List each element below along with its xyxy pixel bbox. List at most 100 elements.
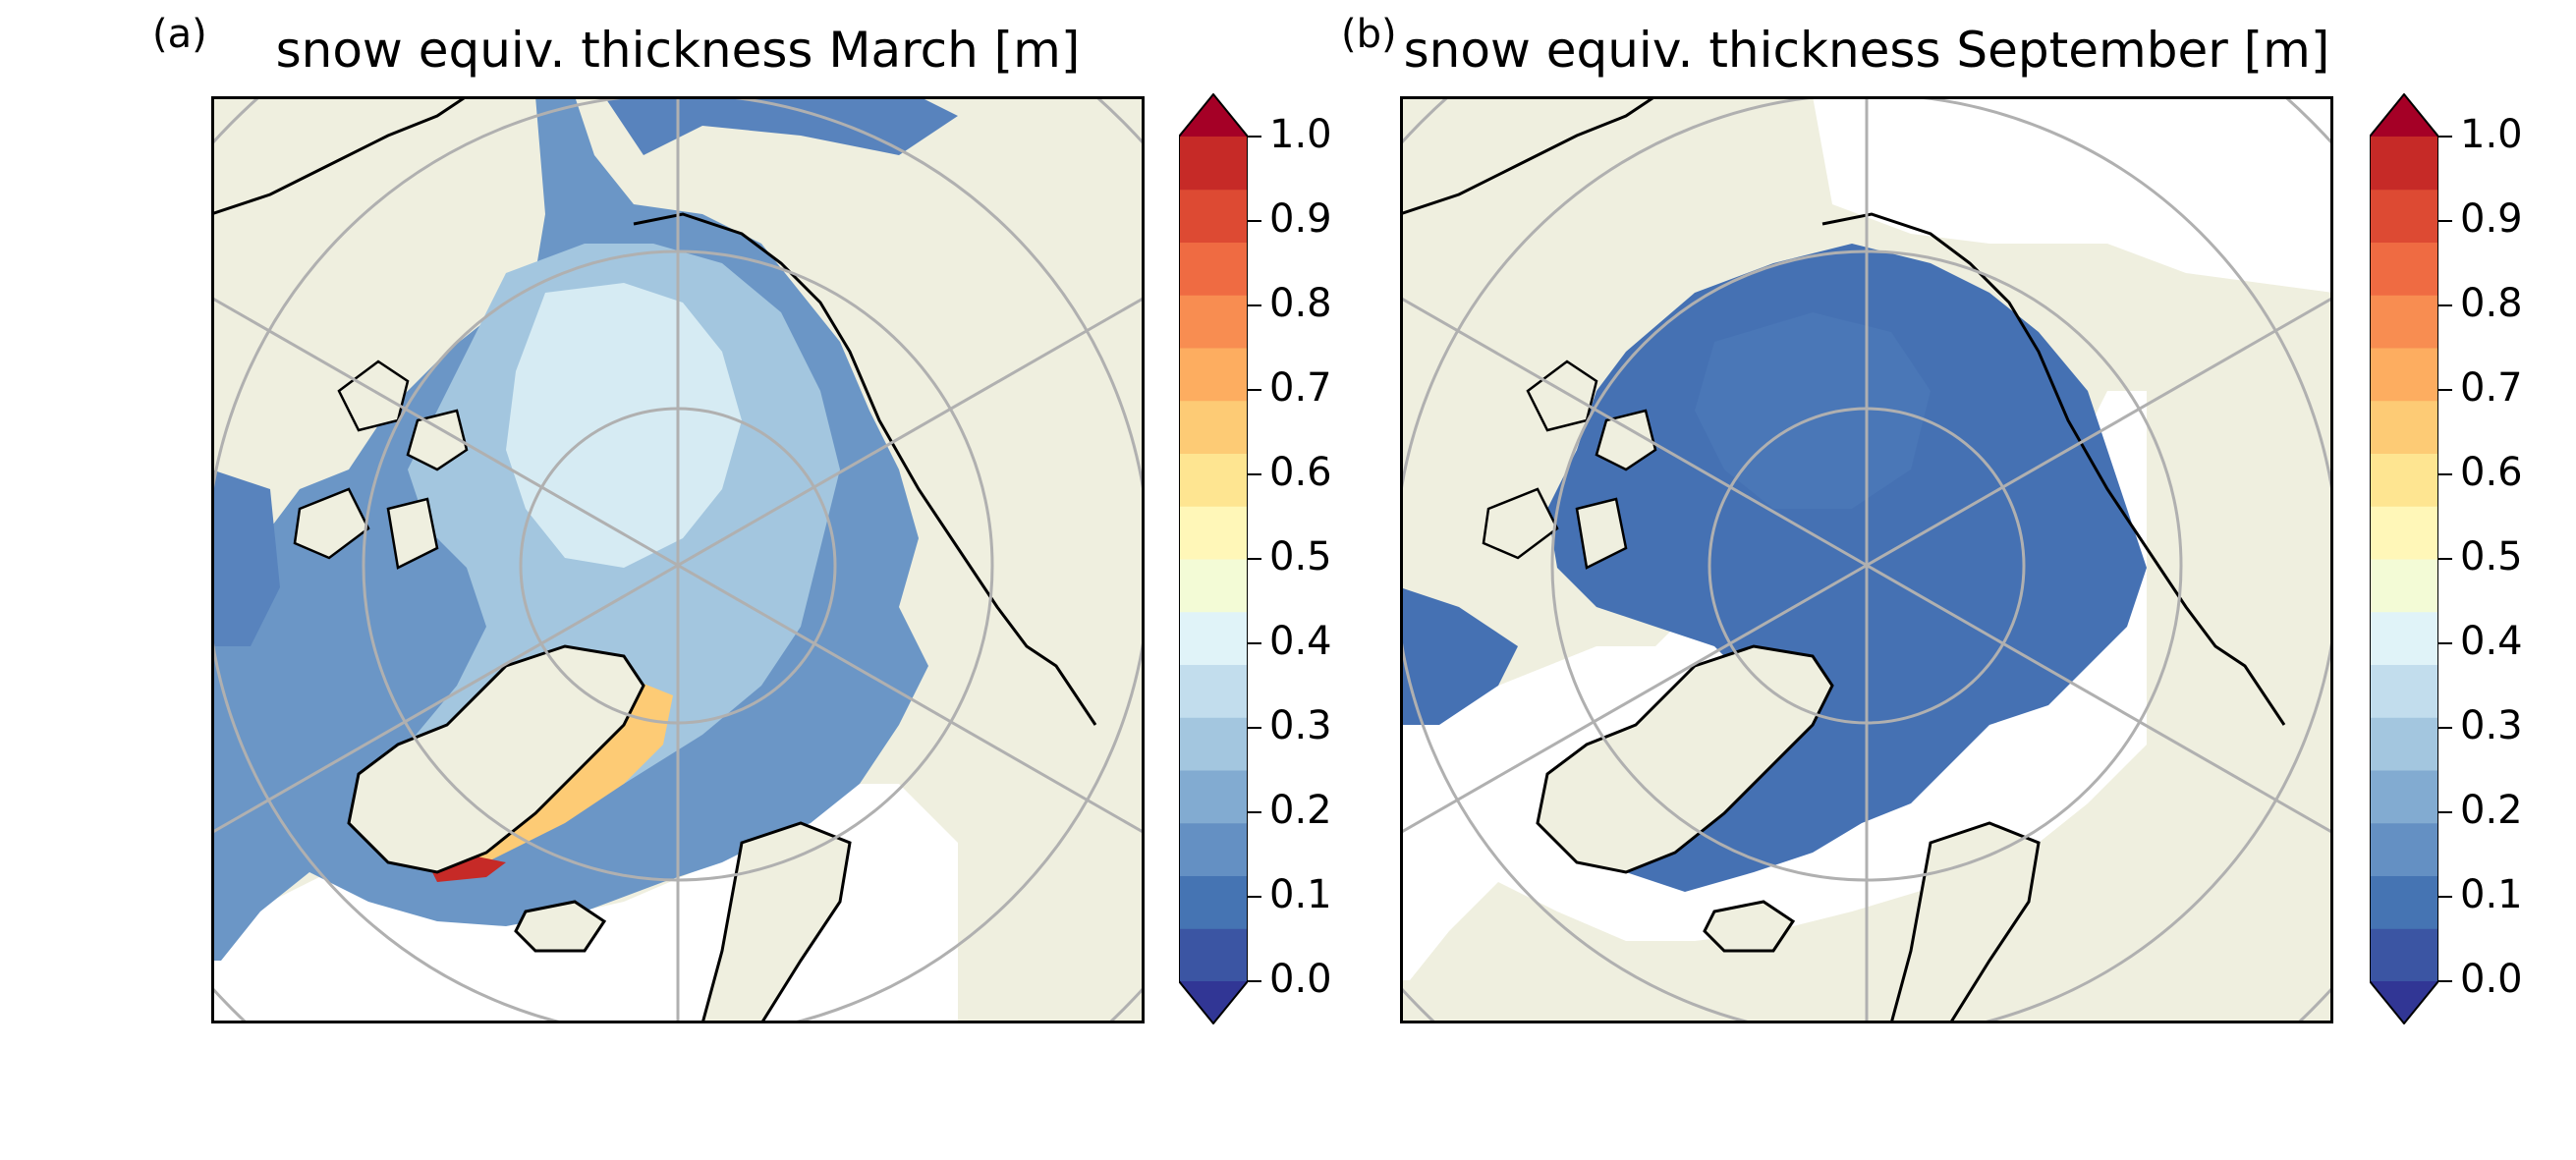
- colorbar-tick-mark: [2438, 220, 2452, 222]
- colorbar-tick-mark: [2438, 642, 2452, 644]
- graticule: [1400, 96, 2333, 1023]
- map-b: [1400, 96, 2333, 1023]
- colorbar-extend-min: [1179, 981, 1248, 1024]
- snow-field-inner: [506, 283, 742, 568]
- colorbar-band: [1179, 506, 1248, 560]
- colorbar-tick-mark: [2438, 980, 2452, 982]
- colorbar-tick-label: 0.6: [1269, 450, 1332, 495]
- colorbar-tick-mark: [1248, 727, 1261, 729]
- colorbar-band: [2370, 875, 2438, 929]
- open-ocean-top: [1813, 96, 2333, 293]
- colorbar-tick-mark: [2438, 727, 2452, 729]
- colorbar-tick-mark: [2438, 136, 2452, 138]
- colorbar-tick-label: 0.0: [2460, 957, 2523, 1002]
- colorbar-tick-mark: [2438, 389, 2452, 391]
- colorbar-tick-label: 0.7: [1269, 365, 1332, 411]
- colorbar-tick-mark: [2438, 896, 2452, 898]
- colorbar-band: [1179, 242, 1248, 296]
- archipelago-islands: [293, 359, 469, 570]
- greenland-landmass: [1536, 644, 1834, 874]
- panel-a-label: (a): [152, 12, 207, 57]
- alaska-coast: [1400, 96, 1656, 216]
- colorbar-band: [2370, 453, 2438, 507]
- colorbar-tick-mark: [1248, 811, 1261, 813]
- colorbar-tick-label: 0.1: [2460, 872, 2523, 917]
- greenland-landmass: [347, 644, 645, 874]
- colorbar-extend-max: [2370, 93, 2438, 137]
- colorbar-tick-label: 0.6: [2460, 450, 2523, 495]
- colorbar-band: [1179, 189, 1248, 243]
- colorbar-band: [2370, 928, 2438, 982]
- colorbar-tick-label: 0.9: [1269, 196, 1332, 242]
- colorbar-band: [2370, 664, 2438, 718]
- colorbar-tick-label: 0.1: [1269, 872, 1332, 917]
- snow-field-left: [211, 470, 280, 646]
- colorbar-tick-mark: [2438, 558, 2452, 560]
- archipelago-islands: [1482, 359, 1657, 570]
- colorbar-tick-label: 0.2: [1269, 788, 1332, 833]
- colorbar-tick-mark: [1248, 980, 1261, 982]
- graticule: [211, 96, 1145, 1023]
- colorbar-tick-mark: [1248, 558, 1261, 560]
- colorbar-band: [2370, 400, 2438, 454]
- colorbar-extend-min: [2370, 981, 2438, 1024]
- colorbar-band: [2370, 295, 2438, 349]
- colorbar-band: [2370, 770, 2438, 824]
- snow-field-left: [1400, 587, 1518, 725]
- colorbar-band: [2370, 611, 2438, 665]
- colorbar-tick-label: 0.3: [2460, 703, 2523, 748]
- colorbar-tick-label: 0.3: [1269, 703, 1332, 748]
- colorbar-tick-mark: [1248, 389, 1261, 391]
- colorbar-tick-mark: [1248, 642, 1261, 644]
- colorbar-tick-label: 0.2: [2460, 788, 2523, 833]
- colorbar-band: [1179, 348, 1248, 402]
- colorbar-tick-mark: [1248, 136, 1261, 138]
- panel-b-title: snow equiv. thickness September [m]: [1403, 22, 2330, 79]
- colorbar-band: [1179, 875, 1248, 929]
- colorbar-tick-label: 0.4: [1269, 619, 1332, 664]
- colorbar-band: [2370, 717, 2438, 771]
- siberia-coast: [1821, 212, 2286, 726]
- panel-a-title: snow equiv. thickness March [m]: [275, 22, 1081, 79]
- colorbar-extend-max: [1179, 93, 1248, 137]
- colorbar-tick-mark: [2438, 473, 2452, 475]
- iceland-landmass: [514, 900, 607, 953]
- colorbar-tick-label: 0.8: [1269, 281, 1332, 326]
- colorbar-band: [1179, 611, 1248, 665]
- map-a: [211, 96, 1145, 1023]
- colorbar-tick-mark: [1248, 220, 1261, 222]
- colorbar-band: [1179, 453, 1248, 507]
- colorbar-tick-label: 1.0: [1269, 112, 1332, 157]
- colorbar-band: [2370, 822, 2438, 876]
- colorbar-band: [1179, 400, 1248, 454]
- colorbar-band: [2370, 559, 2438, 613]
- colorbar-band: [1179, 295, 1248, 349]
- colorbar-band: [2370, 137, 2438, 191]
- colorbar-tick-label: 0.4: [2460, 619, 2523, 664]
- colorbar-tick-mark: [1248, 896, 1261, 898]
- colorbar-tick-label: 0.5: [1269, 534, 1332, 580]
- colorbar-tick-label: 0.5: [2460, 534, 2523, 580]
- colorbar-tick-label: 0.7: [2460, 365, 2523, 411]
- colorbar-tick-mark: [2438, 304, 2452, 306]
- colorbar-band: [1179, 928, 1248, 982]
- colorbar-tick-mark: [1248, 304, 1261, 306]
- colorbar-band: [2370, 242, 2438, 296]
- colorbar-tick-mark: [1248, 473, 1261, 475]
- colorbar-b: [2369, 92, 2439, 1025]
- colorbar-tick-label: 1.0: [2460, 112, 2523, 157]
- colorbar-band: [1179, 559, 1248, 613]
- siberia-coast: [633, 212, 1097, 726]
- colorbar-tick-mark: [2438, 811, 2452, 813]
- iceland-landmass: [1703, 900, 1796, 953]
- colorbar-tick-label: 0.9: [2460, 196, 2523, 242]
- colorbar-band: [1179, 137, 1248, 191]
- colorbar-band: [1179, 822, 1248, 876]
- colorbar-band: [1179, 770, 1248, 824]
- colorbar-band: [1179, 664, 1248, 718]
- colorbar-tick-label: 0.0: [1269, 957, 1332, 1002]
- snow-field-top: [604, 96, 958, 155]
- colorbar-tick-label: 0.8: [2460, 281, 2523, 326]
- alaska-coast: [211, 96, 468, 216]
- colorbar-band: [2370, 506, 2438, 560]
